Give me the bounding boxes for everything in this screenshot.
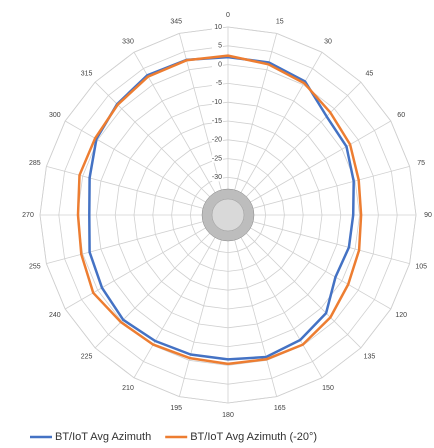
angle-label: 180 bbox=[222, 412, 234, 419]
r-tick-label: -10 bbox=[212, 99, 222, 106]
spoke bbox=[178, 214, 229, 397]
spoke bbox=[227, 214, 392, 310]
angle-label: 75 bbox=[417, 160, 425, 167]
angle-label: 45 bbox=[366, 70, 374, 77]
angle-label: 345 bbox=[170, 19, 182, 26]
angle-label: 15 bbox=[276, 19, 284, 26]
spoke bbox=[227, 165, 410, 216]
angle-label: 90 bbox=[424, 212, 432, 219]
spoke bbox=[133, 214, 229, 379]
angle-label: 210 bbox=[122, 385, 134, 392]
angle-label: 60 bbox=[397, 112, 405, 119]
r-tick-label: -30 bbox=[212, 174, 222, 181]
tick-label-bg bbox=[212, 135, 223, 144]
angle-label: 315 bbox=[81, 70, 93, 77]
angle-label: 150 bbox=[322, 385, 334, 392]
tick-label-bg bbox=[212, 117, 223, 125]
tick-label-bg bbox=[212, 41, 223, 50]
spoke bbox=[227, 214, 278, 397]
tick-label-bg bbox=[212, 154, 223, 163]
angle-label: 0 bbox=[226, 12, 230, 19]
labels-layer: 0153045607590105120135150165180195210225… bbox=[22, 12, 432, 419]
spoke bbox=[94, 214, 229, 349]
angle-label: 285 bbox=[29, 160, 41, 167]
angle-label: 225 bbox=[81, 353, 93, 360]
series-layer bbox=[76, 54, 363, 366]
angle-label: 120 bbox=[395, 312, 407, 319]
center-hub-inner bbox=[211, 198, 245, 232]
angle-label: 240 bbox=[49, 312, 61, 319]
legend: BT/IoT Avg Azimuth BT/IoT Avg Azimuth (-2… bbox=[30, 431, 317, 443]
angle-label: 300 bbox=[49, 112, 61, 119]
spoke bbox=[227, 214, 362, 349]
spoke bbox=[133, 51, 229, 216]
series-line bbox=[76, 54, 363, 366]
r-tick-label: -25 bbox=[212, 155, 222, 162]
tick-label-bg bbox=[212, 79, 223, 88]
tick-label-bg bbox=[212, 23, 223, 31]
angle-label: 270 bbox=[22, 212, 34, 219]
angle-label: 105 bbox=[415, 264, 427, 271]
tick-label-bg bbox=[212, 173, 223, 182]
spoke bbox=[227, 214, 410, 265]
spoke bbox=[64, 120, 229, 216]
spoke bbox=[227, 214, 323, 379]
legend-label: BT/IoT Avg Azimuth bbox=[55, 431, 151, 443]
angle-label: 135 bbox=[364, 353, 376, 360]
angle-label: 330 bbox=[122, 39, 134, 46]
r-tick-label: -15 bbox=[212, 118, 222, 125]
series-line bbox=[88, 55, 355, 361]
spoke bbox=[227, 81, 362, 216]
spoke bbox=[178, 33, 229, 216]
r-tick-label: 10 bbox=[214, 24, 222, 31]
angle-label: 165 bbox=[274, 405, 286, 412]
r-tick-label: -5 bbox=[216, 80, 222, 87]
legend-label: BT/IoT Avg Azimuth (-20°) bbox=[190, 431, 317, 443]
spoke bbox=[227, 51, 323, 216]
angle-label: 30 bbox=[324, 39, 332, 46]
angle-label: 195 bbox=[170, 405, 182, 412]
spoke bbox=[227, 120, 392, 216]
tick-label-bg bbox=[212, 60, 223, 69]
spoke bbox=[46, 214, 229, 265]
r-tick-label: -20 bbox=[212, 137, 222, 144]
tick-label-bg bbox=[212, 98, 223, 107]
angle-label: 255 bbox=[29, 264, 41, 271]
grid bbox=[39, 26, 417, 404]
spoke bbox=[46, 165, 229, 216]
r-tick-label: 0 bbox=[218, 61, 222, 68]
r-tick-label: 5 bbox=[218, 43, 222, 50]
